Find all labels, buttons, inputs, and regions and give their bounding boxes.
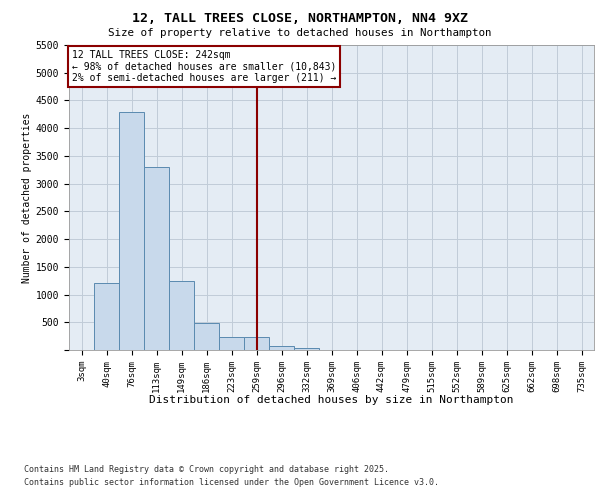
Bar [219,337,244,350]
Text: Size of property relative to detached houses in Northampton: Size of property relative to detached ho… [108,28,492,38]
Bar [94,284,119,350]
Bar [119,112,144,350]
Text: Contains HM Land Registry data © Crown copyright and database right 2025.: Contains HM Land Registry data © Crown c… [24,466,389,474]
Bar [269,346,294,350]
Text: 12 TALL TREES CLOSE: 242sqm
← 98% of detached houses are smaller (10,843)
2% of : 12 TALL TREES CLOSE: 242sqm ← 98% of det… [71,50,336,83]
Bar [144,167,169,350]
Y-axis label: Number of detached properties: Number of detached properties [22,112,32,282]
Bar [194,324,219,350]
Bar [169,280,194,350]
Text: Contains public sector information licensed under the Open Government Licence v3: Contains public sector information licen… [24,478,439,487]
Bar [294,348,319,350]
X-axis label: Distribution of detached houses by size in Northampton: Distribution of detached houses by size … [149,395,514,405]
Bar [244,337,269,350]
Text: 12, TALL TREES CLOSE, NORTHAMPTON, NN4 9XZ: 12, TALL TREES CLOSE, NORTHAMPTON, NN4 9… [132,12,468,26]
